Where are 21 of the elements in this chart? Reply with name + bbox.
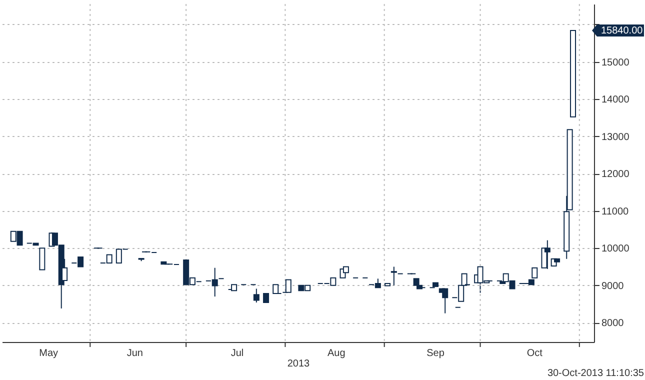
- x-tick-label: Aug: [327, 348, 346, 359]
- x-tick-label: May: [39, 348, 58, 359]
- y-tick-label: 10000: [602, 244, 630, 255]
- candlestick: [39, 248, 46, 270]
- x-tick-label: Sep: [426, 348, 445, 359]
- candlestick: [544, 240, 550, 270]
- x-tick-label: Jun: [126, 348, 143, 359]
- x-tick-label: Jul: [230, 348, 244, 359]
- y-tick-label: 14000: [602, 94, 630, 106]
- y-tick-label: 12000: [602, 169, 630, 180]
- y-tick-label: 9000: [602, 280, 624, 292]
- y-tick-label: 15000: [602, 57, 630, 68]
- text: 30-Oct-2013 11:10:35: [547, 368, 644, 379]
- y-tick-label: 8000: [602, 318, 624, 330]
- text: 15840.00: [601, 25, 644, 36]
- x-tick-label: Oct: [526, 348, 543, 359]
- candlestick: [253, 288, 260, 303]
- y-tick-label: 13000: [602, 132, 630, 143]
- y-tick-label: 11000: [602, 206, 630, 218]
- x-axis-title: 2013: [287, 358, 310, 370]
- candlestick: [390, 266, 397, 286]
